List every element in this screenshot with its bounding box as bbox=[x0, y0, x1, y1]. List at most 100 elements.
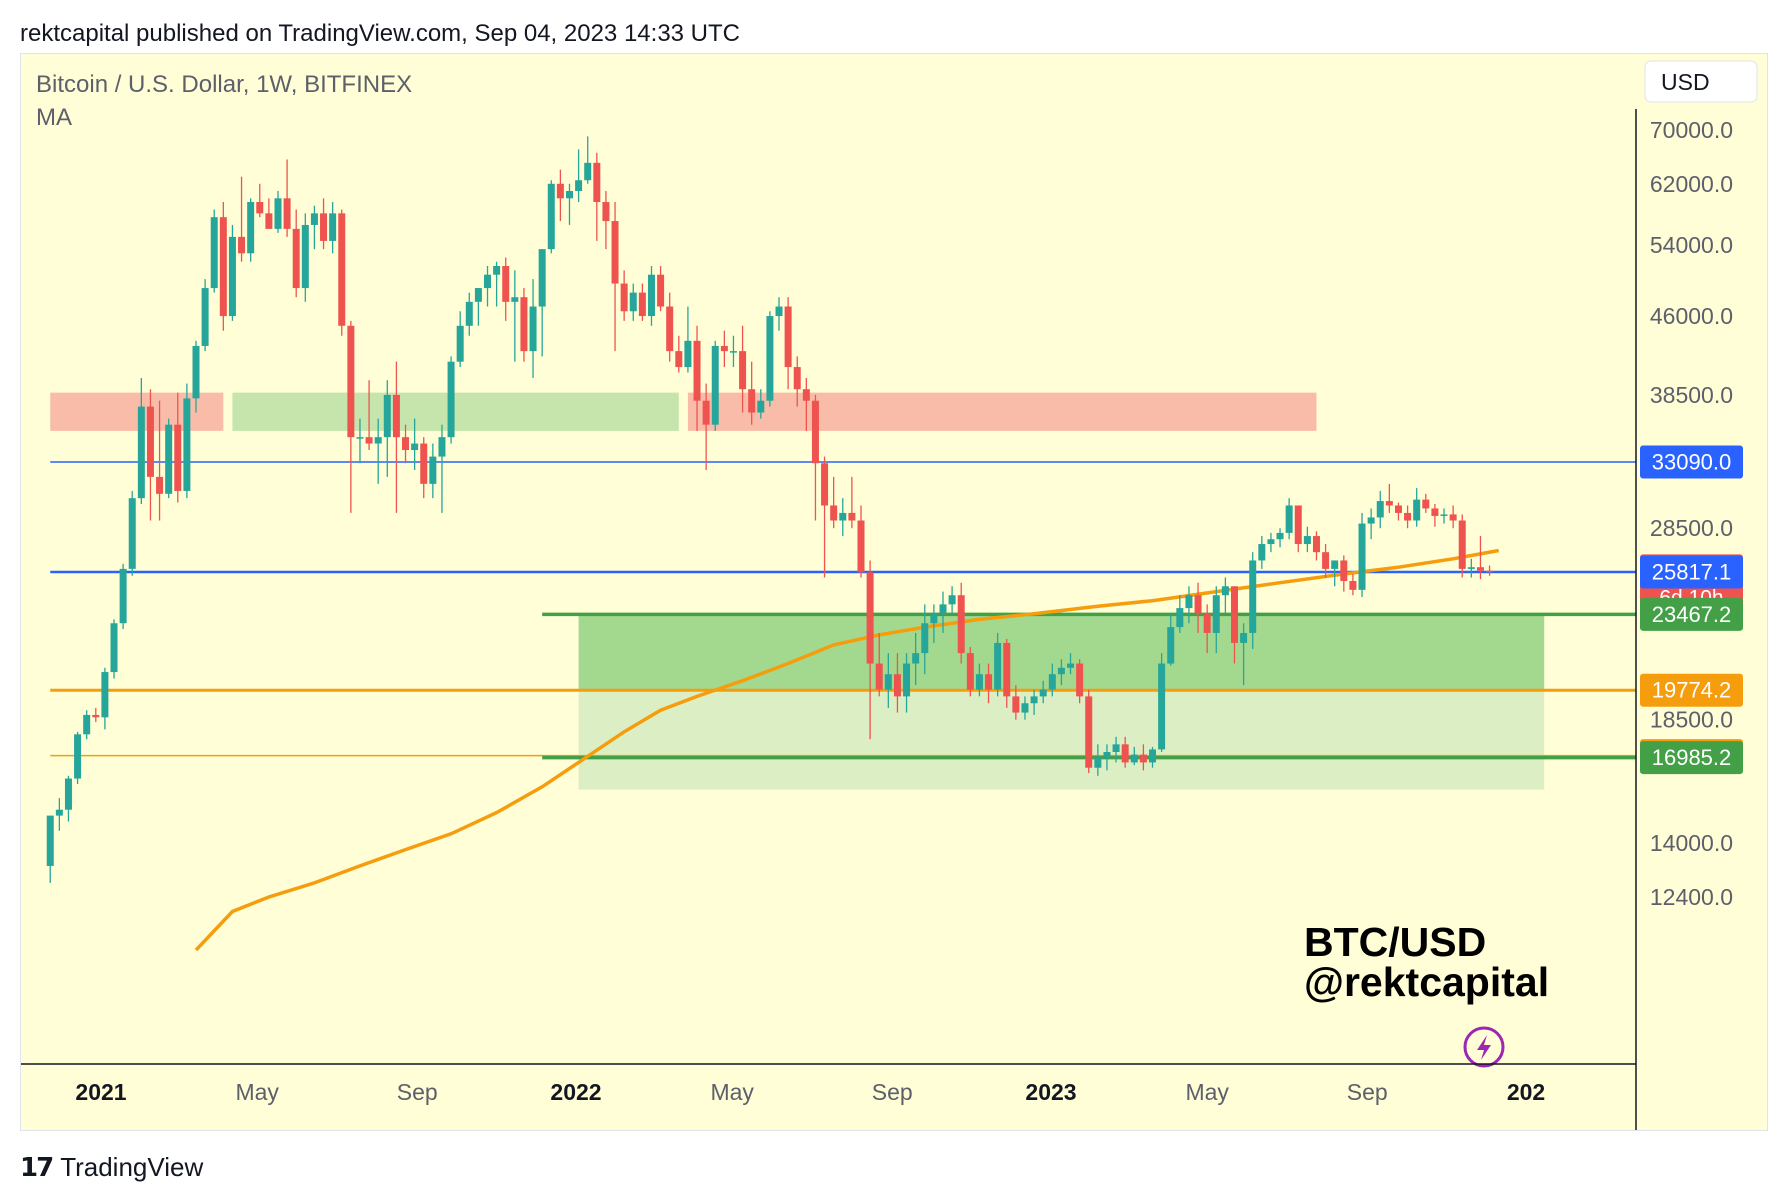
candle[interactable] bbox=[201, 279, 209, 352]
candle[interactable] bbox=[392, 361, 400, 513]
candle[interactable] bbox=[1012, 685, 1020, 720]
candle[interactable] bbox=[1376, 490, 1384, 529]
candle[interactable] bbox=[365, 380, 373, 451]
currency-button[interactable]: USD bbox=[1644, 60, 1758, 103]
candle[interactable] bbox=[739, 325, 747, 413]
candle[interactable] bbox=[456, 311, 464, 368]
price-tag[interactable]: 23467.2 bbox=[1640, 597, 1743, 631]
candle[interactable] bbox=[593, 152, 601, 241]
candle[interactable] bbox=[1167, 613, 1175, 666]
candle[interactable] bbox=[657, 266, 665, 312]
candle[interactable] bbox=[247, 198, 255, 262]
candle[interactable] bbox=[1294, 505, 1302, 553]
candle[interactable] bbox=[884, 653, 892, 708]
candle[interactable] bbox=[92, 707, 100, 723]
candle[interactable] bbox=[693, 325, 701, 431]
candle[interactable] bbox=[1176, 595, 1184, 633]
candle[interactable] bbox=[948, 586, 956, 614]
candle[interactable] bbox=[292, 209, 300, 298]
candle[interactable] bbox=[402, 424, 410, 464]
candle[interactable] bbox=[702, 383, 710, 471]
candle[interactable] bbox=[493, 261, 501, 307]
candle[interactable] bbox=[474, 288, 482, 326]
candle[interactable] bbox=[310, 205, 318, 250]
candle[interactable] bbox=[301, 213, 309, 302]
candle[interactable] bbox=[1276, 528, 1284, 548]
candle[interactable] bbox=[1449, 505, 1457, 529]
candle[interactable] bbox=[320, 198, 328, 250]
candle[interactable] bbox=[565, 183, 573, 225]
candle[interactable] bbox=[256, 183, 264, 218]
candle[interactable] bbox=[975, 663, 983, 697]
candle[interactable] bbox=[629, 283, 637, 321]
candle[interactable] bbox=[1258, 536, 1266, 569]
candle[interactable] bbox=[1076, 659, 1084, 704]
candle[interactable] bbox=[1340, 555, 1348, 592]
candle[interactable] bbox=[848, 476, 856, 529]
candle[interactable] bbox=[921, 604, 929, 675]
candle[interactable] bbox=[55, 798, 63, 831]
candle[interactable] bbox=[811, 394, 819, 521]
candle[interactable] bbox=[584, 136, 592, 184]
candle[interactable] bbox=[720, 330, 728, 368]
candle[interactable] bbox=[684, 306, 692, 373]
candle[interactable] bbox=[1094, 744, 1102, 776]
candle[interactable] bbox=[1358, 512, 1366, 598]
price-tag[interactable]: 16985.2 bbox=[1640, 741, 1743, 775]
candle[interactable] bbox=[1149, 746, 1157, 768]
candle[interactable] bbox=[274, 190, 282, 233]
candle[interactable] bbox=[821, 456, 829, 578]
candle[interactable] bbox=[1194, 582, 1202, 633]
candle[interactable] bbox=[192, 340, 200, 413]
candle[interactable] bbox=[711, 340, 719, 431]
candle[interactable] bbox=[447, 356, 455, 444]
candle[interactable] bbox=[1458, 514, 1466, 578]
candle[interactable] bbox=[1349, 574, 1357, 596]
candle[interactable] bbox=[757, 389, 765, 419]
candle[interactable] bbox=[912, 632, 920, 686]
candle[interactable] bbox=[420, 437, 428, 499]
candle[interactable] bbox=[219, 202, 227, 331]
candle[interactable] bbox=[857, 505, 865, 578]
candle[interactable] bbox=[146, 389, 154, 521]
candle[interactable] bbox=[1394, 502, 1402, 521]
candle[interactable] bbox=[1476, 536, 1484, 580]
candle[interactable] bbox=[939, 591, 947, 633]
candle[interactable] bbox=[1230, 586, 1238, 664]
candle[interactable] bbox=[1130, 746, 1138, 766]
candle[interactable] bbox=[1267, 532, 1275, 553]
candle[interactable] bbox=[1367, 508, 1375, 540]
price-tag[interactable]: 25817.1 bbox=[1640, 555, 1743, 589]
candle[interactable] bbox=[238, 176, 246, 262]
candle[interactable] bbox=[1057, 659, 1065, 686]
candle[interactable] bbox=[547, 180, 555, 254]
candle[interactable] bbox=[156, 400, 164, 521]
candle[interactable] bbox=[1431, 504, 1439, 527]
candle[interactable] bbox=[1039, 680, 1047, 704]
candle[interactable] bbox=[1467, 558, 1475, 578]
candle[interactable] bbox=[784, 297, 792, 390]
candle[interactable] bbox=[1067, 653, 1075, 675]
candle[interactable] bbox=[46, 815, 54, 883]
candle[interactable] bbox=[484, 266, 492, 307]
candle[interactable] bbox=[985, 663, 993, 704]
candle[interactable] bbox=[174, 392, 182, 503]
tradingview-logo[interactable]: 17 TradingView bbox=[20, 1152, 203, 1183]
candle[interactable] bbox=[338, 209, 346, 336]
candle[interactable] bbox=[1048, 663, 1056, 697]
candle[interactable] bbox=[1139, 744, 1147, 771]
candlestick-chart[interactable]: Bitcoin / U.S. Dollar, 1W, BITFINEX MA U… bbox=[21, 54, 1767, 1130]
candle[interactable] bbox=[64, 775, 72, 822]
candle[interactable] bbox=[1185, 586, 1193, 624]
candle[interactable] bbox=[1385, 483, 1393, 513]
candle[interactable] bbox=[1413, 488, 1421, 527]
candle[interactable] bbox=[374, 418, 382, 484]
candle[interactable] bbox=[1112, 736, 1120, 763]
candle[interactable] bbox=[575, 149, 583, 203]
candle[interactable] bbox=[1158, 653, 1166, 752]
candle[interactable] bbox=[165, 418, 173, 499]
candle[interactable] bbox=[994, 632, 1002, 697]
candle[interactable] bbox=[128, 490, 136, 576]
candle[interactable] bbox=[1021, 696, 1029, 720]
candle[interactable] bbox=[1121, 736, 1129, 768]
